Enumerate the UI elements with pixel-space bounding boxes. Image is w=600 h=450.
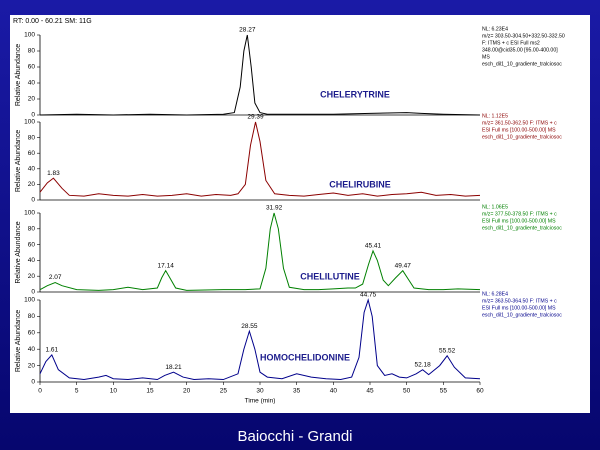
x-tick-label: 55 [440, 388, 448, 395]
compound-name: CHELILUTINE [300, 271, 360, 281]
scan-info: esch_dil1_10_gradiente_tralciosoc [482, 134, 562, 140]
y-axis-label: Relative Abundance [15, 130, 22, 192]
y-axis-label: Relative Abundance [15, 310, 22, 372]
scan-info: m/z= 377.50-378.50 F: ITMS + c [482, 211, 557, 217]
scan-info: NL: 1.12E5 [482, 113, 508, 119]
scan-info: m/z= 361.50-362.50 F: ITMS + c [482, 120, 557, 126]
y-axis-label: Relative Abundance [15, 44, 22, 106]
compound-name: CHELERYTRINE [320, 89, 390, 99]
y-tick-label: 100 [24, 297, 35, 304]
peak-label: 18.21 [165, 364, 182, 371]
peak-label: 52.18 [415, 361, 432, 368]
scan-info: m/z= 303.50-304.50+332.50-332.50 [482, 33, 565, 39]
peak-label: 28.27 [239, 27, 256, 34]
x-tick-label: 45 [366, 388, 374, 395]
y-tick-label: 20 [28, 96, 36, 103]
peak-label: 28.55 [241, 323, 258, 330]
scan-info: ESI Full ms [100.00-500.00] MS [482, 305, 556, 311]
y-tick-label: 0 [31, 289, 35, 296]
scan-info: NL: 6.28E4 [482, 291, 508, 297]
trace [39, 298, 481, 381]
scan-info: esch_dil1_10_gradiente_tralciosoc [482, 312, 562, 318]
x-tick-label: 30 [256, 388, 264, 395]
y-tick-label: 20 [28, 181, 36, 188]
x-tick-label: 35 [293, 388, 301, 395]
y-tick-label: 80 [28, 313, 36, 320]
chart-area [10, 15, 590, 413]
peak-label: 31.92 [266, 205, 283, 212]
trace [39, 121, 481, 197]
x-tick-label: 5 [75, 388, 79, 395]
y-tick-label: 80 [28, 226, 36, 233]
scan-info: ESI Full ms [100.00-500.00] MS [482, 127, 556, 133]
x-tick-label: 0 [38, 388, 42, 395]
x-tick-label: 20 [183, 388, 191, 395]
peak-label: 29.39 [247, 114, 264, 121]
y-tick-label: 20 [28, 362, 36, 369]
peak-label: 49.47 [395, 262, 412, 269]
scan-info: NL: 1.06E5 [482, 204, 508, 210]
x-tick-label: 50 [403, 388, 411, 395]
scan-info: esch_dil1_10_gradiente_tralciosoc [482, 225, 562, 231]
y-tick-label: 40 [28, 257, 36, 264]
y-tick-label: 0 [31, 112, 35, 119]
y-tick-label: 60 [28, 241, 36, 248]
scan-info: F: ITMS + c ESI Full ms2 [482, 40, 540, 46]
y-tick-label: 60 [28, 150, 36, 157]
y-tick-label: 40 [28, 346, 36, 353]
y-tick-label: 80 [28, 48, 36, 55]
y-tick-label: 100 [24, 210, 35, 217]
y-tick-label: 0 [31, 197, 35, 204]
x-axis-label: Time (min) [245, 398, 276, 405]
footer: Baiocchi - Grandi [237, 428, 352, 445]
peak-label: 17.14 [158, 262, 175, 269]
y-tick-label: 100 [24, 32, 35, 39]
trace [39, 34, 481, 116]
y-tick-label: 40 [28, 166, 36, 173]
x-tick-label: 40 [330, 388, 338, 395]
scan-info: m/z= 363.50-364.50 F: ITMS + c [482, 298, 557, 304]
peak-label: 1.61 [45, 347, 58, 354]
scan-info: 348.00@cid35.00 [95.00-400.00] [482, 47, 558, 53]
y-tick-label: 60 [28, 330, 36, 337]
scan-info: ESI Full ms [100.00-500.00] MS [482, 218, 556, 224]
compound-name: CHELIRUBINE [329, 179, 391, 189]
x-tick-label: 60 [476, 388, 484, 395]
x-tick-label: 15 [146, 388, 154, 395]
y-axis-label: Relative Abundance [15, 221, 22, 283]
peak-label: 45.41 [365, 243, 382, 250]
y-tick-label: 100 [24, 119, 35, 126]
compound-name: HOMOCHELIDONINE [260, 352, 350, 362]
peak-label: 1.83 [47, 170, 60, 177]
peak-label: 44.75 [360, 292, 377, 299]
y-tick-label: 60 [28, 64, 36, 71]
y-tick-label: 20 [28, 273, 36, 280]
y-tick-label: 80 [28, 134, 36, 141]
peak-label: 2.07 [49, 274, 62, 281]
scan-info: MS [482, 54, 490, 60]
y-tick-label: 40 [28, 80, 36, 87]
x-tick-label: 10 [110, 388, 118, 395]
header: RT: 0.00 - 60.21 SM: 11G [13, 18, 92, 25]
scan-info: esch_dil1_10_gradiente_tralciosoc [482, 61, 562, 67]
x-tick-label: 25 [220, 388, 228, 395]
y-tick-label: 0 [31, 379, 35, 386]
trace [39, 212, 481, 291]
scan-info: NL: 6.23E4 [482, 26, 508, 32]
peak-label: 55.52 [439, 347, 456, 354]
